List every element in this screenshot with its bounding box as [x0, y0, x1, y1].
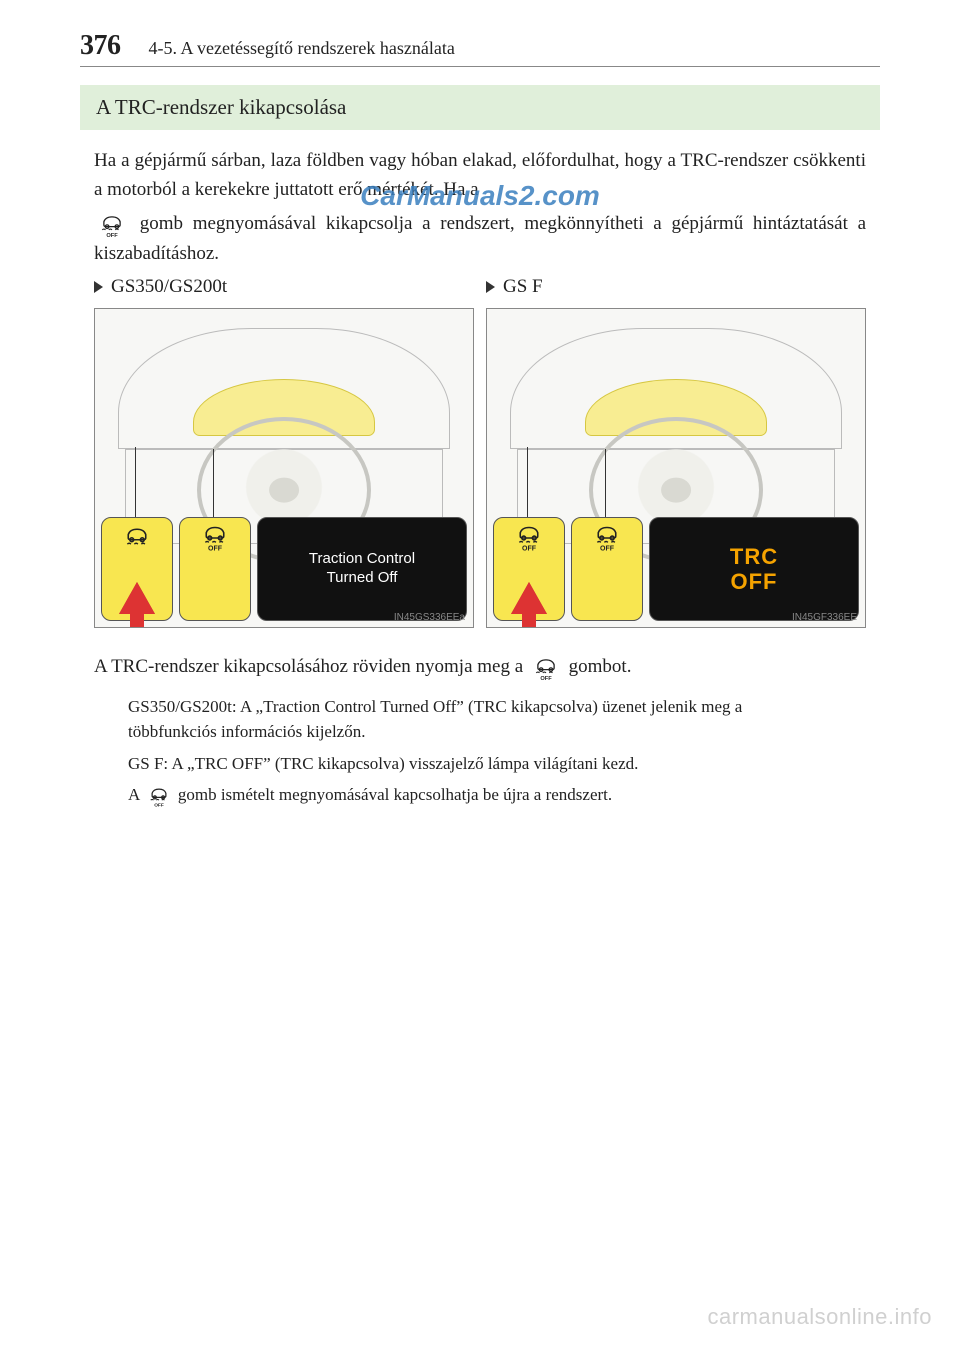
manual-page: 376 4-5. A vezetéssegítő rendszerek hasz…	[0, 0, 960, 1352]
press-arrow-icon	[119, 582, 155, 614]
page-header: 376 4-5. A vezetéssegítő rendszerek hasz…	[80, 30, 880, 67]
after-fig-line1: A TRC-rendszer kikapcsolásához röviden n…	[94, 652, 866, 682]
bullet-icon	[94, 281, 103, 293]
figure-right-label: GS F	[503, 276, 543, 298]
trc-button-callout: OFF	[493, 517, 565, 621]
sub-para-1: GS350/GS200t: A „Traction Control Turned…	[128, 694, 832, 745]
trc-off-icon: OFF	[98, 211, 126, 239]
intro-part2: gomb megnyomásával kikapcsolja a rendsze…	[94, 213, 866, 264]
intro-part1: Ha a gépjármű sárban, laza földben vagy …	[94, 150, 866, 200]
trc-off-icon: OFF	[148, 785, 170, 807]
sub-para-2: GS F: A „TRC OFF” (TRC kikapcsolva) viss…	[128, 751, 832, 777]
trc-indicator-callout: OFF	[571, 517, 643, 621]
bullet-icon	[486, 281, 495, 293]
figure-right-col: GS F	[486, 276, 866, 628]
sub-para-3: A OFF gomb ismételt megnyomásával kapcso…	[128, 782, 832, 808]
page-number: 376	[80, 30, 121, 62]
section-header: A TRC-rendszer kikapcsolása	[80, 85, 880, 130]
svg-text:OFF: OFF	[106, 233, 118, 238]
svg-text:OFF: OFF	[600, 545, 615, 552]
svg-text:OFF: OFF	[540, 676, 552, 681]
svg-text:OFF: OFF	[522, 545, 537, 552]
trc-button-callout	[101, 517, 173, 621]
figures-row: GS350/GS200t	[94, 276, 866, 628]
intro-text: Ha a gépjármű sárban, laza földben vagy …	[94, 146, 866, 268]
figure-code: IN45GF336EE	[792, 612, 857, 623]
figure-right-label-row: GS F	[486, 276, 866, 298]
callout-row: OFF Traction Control Turned Off	[95, 517, 473, 621]
figure-code: IN45GS336EEa	[394, 612, 465, 623]
trc-indicator-callout: OFF	[179, 517, 251, 621]
press-arrow-icon	[511, 582, 547, 614]
trc-off-icon: OFF	[532, 654, 560, 682]
trc-off-icon: OFF	[201, 524, 229, 552]
figure-left-col: GS350/GS200t	[94, 276, 474, 628]
callout-row: OFF OFF TRC OFF	[487, 517, 865, 621]
trc-off-icon	[123, 524, 151, 552]
section-path: 4-5. A vezetéssegítő rendszerek használa…	[149, 38, 455, 59]
svg-text:OFF: OFF	[208, 545, 223, 552]
figure-left-label: GS350/GS200t	[111, 276, 227, 298]
figure-right-box: OFF OFF TRC OFF	[486, 308, 866, 628]
watermark-bottom: carmanualsonline.info	[707, 1304, 932, 1330]
display-message: Traction Control Turned Off	[257, 517, 467, 621]
trc-off-icon: OFF	[593, 524, 621, 552]
display-message: TRC OFF	[649, 517, 859, 621]
svg-text:OFF: OFF	[154, 803, 164, 808]
figure-left-label-row: GS350/GS200t	[94, 276, 474, 298]
trc-off-icon: OFF	[515, 524, 543, 552]
figure-left-box: OFF Traction Control Turned Off IN45GS33…	[94, 308, 474, 628]
